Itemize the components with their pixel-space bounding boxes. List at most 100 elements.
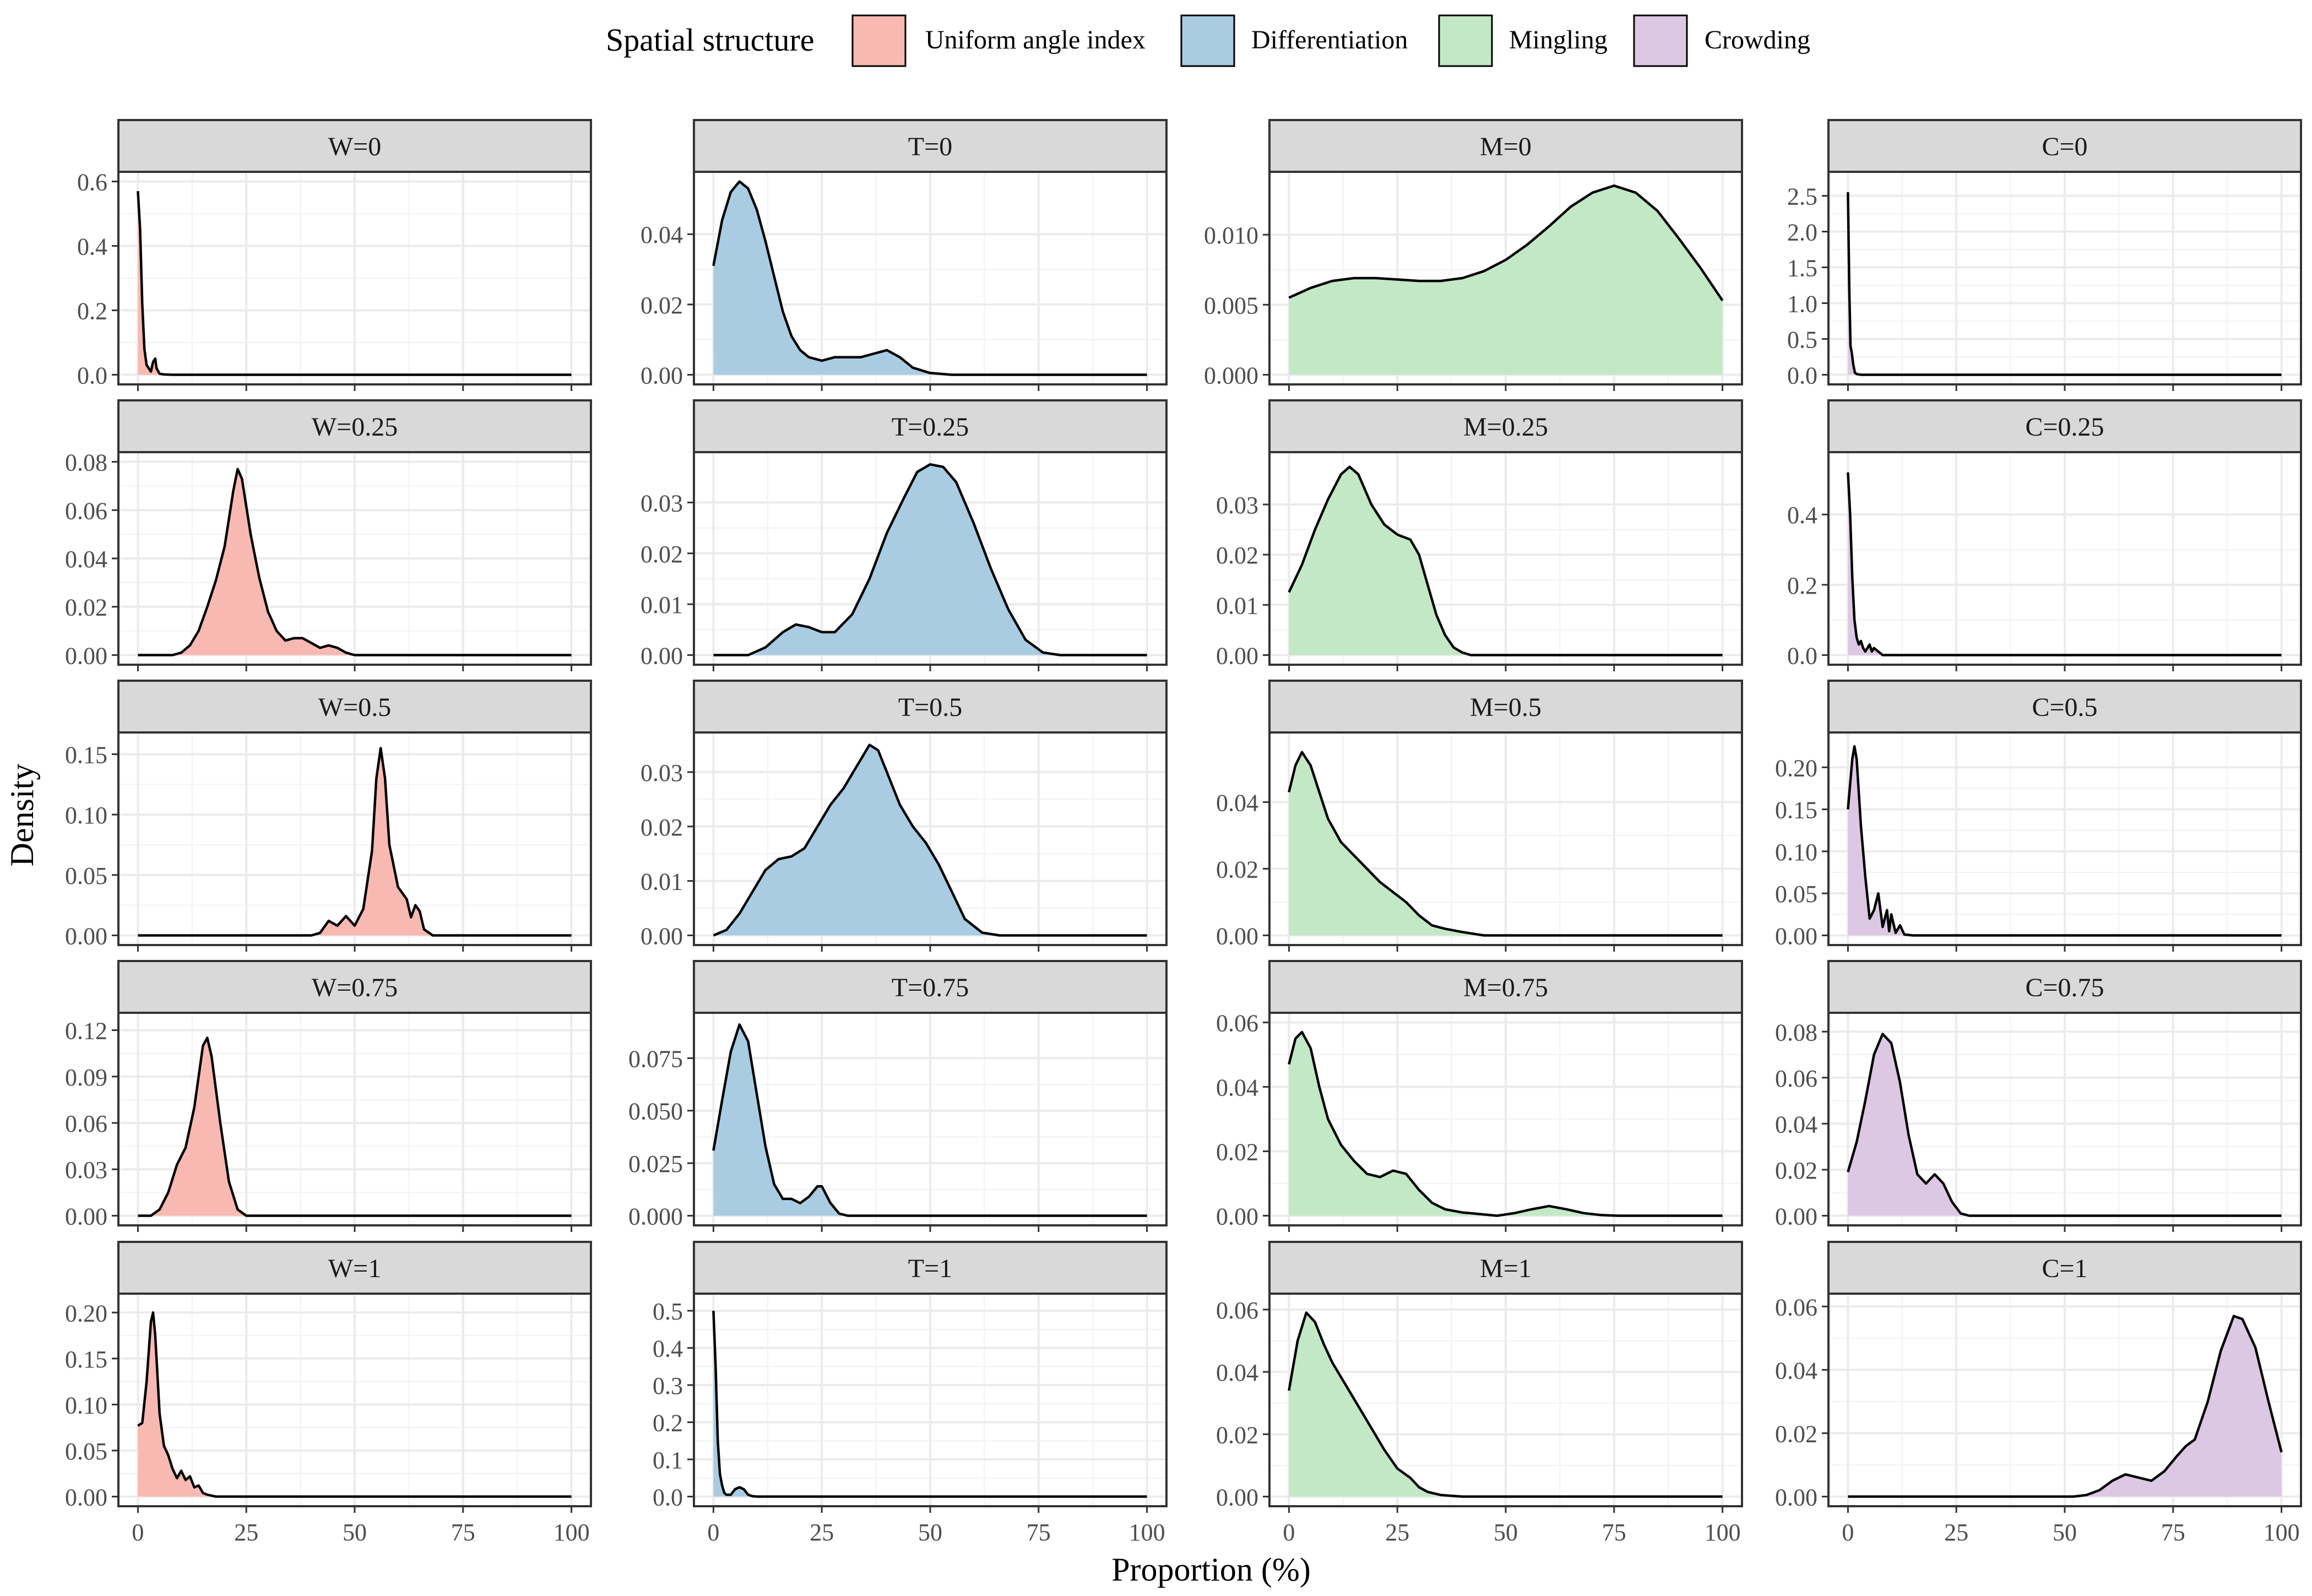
facet-strip [1268, 960, 1743, 1014]
y-tick-label: 0.10 [1775, 839, 1817, 866]
y-tick-label: 1.0 [1787, 290, 1817, 317]
panel-m-0-25: M=0.25 0.00 0.01 0.02 0.03 [1216, 399, 1743, 671]
facet-strip [1827, 119, 2302, 173]
y-tick-label: 0.0 [1787, 362, 1817, 389]
density-area [138, 469, 572, 655]
facet-strip-label: W=0.25 [312, 412, 398, 442]
density-area [1289, 466, 1723, 655]
panel-c-1: C=1 0.00 0.02 0.04 0.06 0 25 50 75 100 [1775, 1241, 2302, 1546]
y-tick-label: 0.08 [1775, 1019, 1817, 1046]
panel-w-0: W=0 0.0 0.2 0.4 0.6 [77, 119, 592, 391]
panel-m-1: M=1 0.00 0.02 0.04 0.06 0 25 50 75 100 [1216, 1241, 1743, 1546]
x-tick-label: 50 [1494, 1519, 1518, 1546]
y-tick-label: 0.00 [1775, 1203, 1817, 1230]
y-tick-label: 0.02 [1216, 1421, 1258, 1448]
x-axis-title: Proportion (%) [1111, 1551, 1311, 1588]
density-line [712, 1310, 1147, 1498]
y-tick-label: 0.00 [1216, 922, 1258, 949]
panel-c-0-75: C=0.75 0.00 0.02 0.04 0.06 0.08 [1775, 960, 2302, 1232]
density-area [713, 181, 1147, 375]
y-tick-label: 0.00 [1775, 1484, 1817, 1511]
y-tick-label: 0.0 [1787, 642, 1817, 669]
panel-c-0-5: C=0.5 0.00 0.05 0.10 0.15 0.20 [1775, 680, 2302, 952]
y-tick-label: 0.000 [628, 1203, 683, 1230]
density-line [712, 180, 1147, 376]
density-area [138, 1312, 572, 1497]
facet-strip [693, 680, 1168, 734]
facet-strip [117, 680, 592, 734]
y-tick-label: 0.02 [65, 594, 107, 621]
x-tick-label: 100 [1705, 1519, 1741, 1546]
density-line [1288, 1030, 1723, 1217]
panel-m-0-75: M=0.75 0.00 0.02 0.04 0.06 [1216, 960, 1743, 1232]
panel-t-0: T=0 0.00 0.02 0.04 [641, 119, 1168, 391]
y-tick-label: 0.5 [653, 1298, 683, 1325]
facet-strip-label: T=1 [908, 1254, 952, 1283]
facet-strip [1268, 399, 1743, 453]
x-tick-label: 0 [707, 1519, 719, 1546]
facet-strip [117, 960, 592, 1014]
x-tick-label: 75 [451, 1519, 475, 1546]
facet-strip-label: M=1 [1480, 1254, 1532, 1283]
x-tick-label: 50 [2053, 1519, 2077, 1546]
facet-strip-label: M=0.25 [1463, 412, 1548, 442]
y-tick-label: 0.00 [1216, 642, 1258, 669]
facet-strip [1827, 399, 2302, 453]
panel-t-1: T=1 0.0 0.1 0.2 0.3 0.4 0.5 0 25 50 75 100 [653, 1241, 1168, 1546]
x-tick-label: 75 [1602, 1519, 1626, 1546]
panel-m-0: M=0 0.000 0.005 0.010 [1204, 119, 1743, 391]
y-tick-label: 0.02 [1775, 1420, 1817, 1447]
y-tick-label: 0.06 [1216, 1297, 1258, 1324]
y-tick-label: 0.02 [641, 541, 683, 568]
y-tick-label: 0.15 [65, 1346, 107, 1373]
facet-strip-label: C=0.5 [2032, 693, 2097, 722]
y-tick-label: 0.6 [77, 169, 107, 196]
facet-strip-label: M=0.75 [1463, 973, 1548, 1002]
legend-label-uniform-angle-index: Uniform angle index [925, 25, 1146, 55]
density-line [1847, 192, 2282, 376]
panel-t-0-25: T=0.25 0.00 0.01 0.02 0.03 [641, 399, 1168, 671]
y-tick-label: 2.0 [1787, 219, 1817, 246]
density-area [713, 464, 1147, 655]
facet-panels: W=00.00.20.40.6T=00.000.020.04M=00.0000.… [65, 119, 2302, 1546]
y-tick-label: 0.00 [65, 1203, 107, 1230]
y-tick-label: 0.06 [65, 497, 107, 524]
y-tick-label: 0.4 [1787, 502, 1817, 529]
density-line [1847, 1033, 2282, 1217]
density-line [1288, 751, 1723, 937]
facet-strip [1268, 1241, 1743, 1295]
legend-label-crowding: Crowding [1705, 25, 1810, 55]
y-tick-label: 0.02 [1216, 542, 1258, 569]
y-tick-label: 0.05 [1775, 881, 1817, 908]
density-line [138, 747, 572, 937]
y-tick-label: 0.0 [77, 362, 107, 389]
y-tick-label: 0.00 [65, 1484, 107, 1511]
y-tick-label: 0.15 [65, 741, 107, 768]
y-tick-label: 0.00 [641, 922, 683, 949]
density-line [138, 468, 572, 656]
panel-w-0-25: W=0.25 0.00 0.02 0.04 0.06 0.08 [65, 399, 592, 671]
y-tick-label: 0.03 [641, 490, 683, 517]
legend-swatch-mingling [1438, 14, 1493, 67]
x-tick-label: 100 [1129, 1519, 1165, 1546]
panel-w-0-5: W=0.5 0.00 0.05 0.10 0.15 [65, 680, 592, 952]
facet-strip-label: W=0.75 [312, 973, 398, 1002]
density-line [1288, 465, 1723, 656]
facet-strip [1827, 680, 2302, 734]
y-tick-label: 0.050 [628, 1098, 683, 1125]
y-tick-label: 0.02 [1775, 1157, 1817, 1184]
y-tick-label: 0.03 [65, 1157, 107, 1184]
y-tick-label: 0.04 [1216, 789, 1258, 816]
x-tick-label: 25 [1944, 1519, 1968, 1546]
y-tick-label: 0.00 [65, 642, 107, 669]
y-tick-label: 0.0 [653, 1484, 683, 1511]
y-tick-label: 0.005 [1204, 292, 1258, 319]
x-tick-label: 25 [1385, 1519, 1409, 1546]
y-tick-label: 0.4 [653, 1336, 683, 1362]
x-tick-label: 25 [810, 1519, 834, 1546]
density-line [1847, 472, 2282, 656]
y-tick-label: 0.04 [65, 546, 107, 573]
y-tick-label: 0.06 [1216, 1010, 1258, 1037]
y-tick-label: 2.5 [1787, 183, 1817, 210]
x-tick-label: 75 [1027, 1519, 1051, 1546]
